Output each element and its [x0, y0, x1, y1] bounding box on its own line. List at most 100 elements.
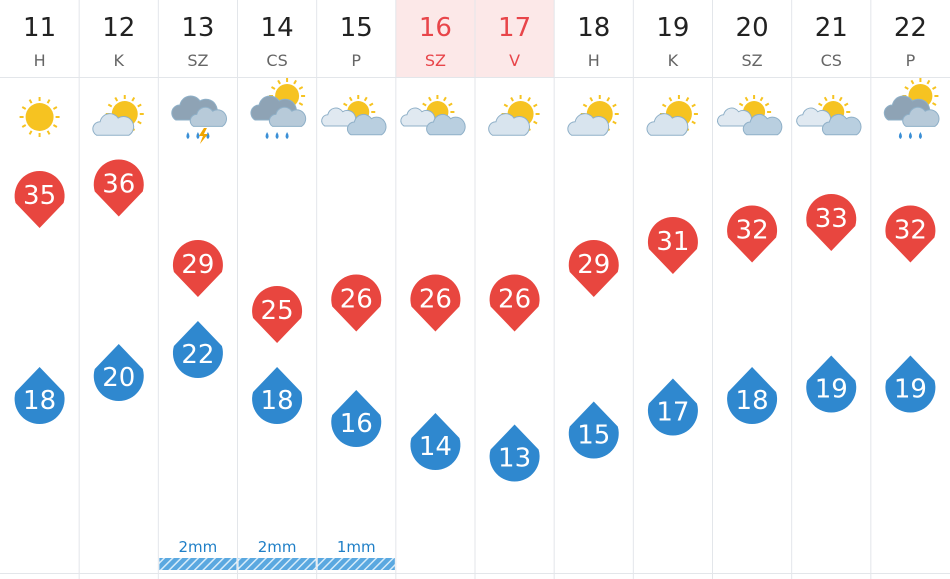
low-drop: [172, 321, 223, 378]
sun-ray: [932, 86, 937, 90]
sun-ray: [348, 96, 353, 102]
weather-icon: [567, 95, 619, 136]
sun-ray: [369, 102, 374, 107]
weather-icon: [796, 95, 862, 136]
low-temp: 16: [340, 409, 373, 439]
weekday: CS: [266, 51, 287, 70]
high-pin: [727, 205, 778, 263]
weather-icon: [92, 95, 144, 136]
sun-ray: [589, 97, 594, 102]
sun-ray: [844, 102, 849, 107]
low-temp: 13: [498, 444, 531, 474]
high-pin: [489, 274, 540, 332]
rain-drop: [898, 132, 902, 139]
sun-ray: [131, 97, 136, 102]
sun-ray: [137, 120, 142, 125]
day-number: 19: [656, 13, 689, 43]
rain-drop: [196, 132, 200, 139]
day-number: 16: [419, 13, 452, 43]
sun-ray: [270, 86, 276, 90]
sun-ray: [606, 97, 611, 102]
weather-icon: [646, 95, 698, 136]
sun-ray: [904, 86, 909, 90]
sun-ray: [422, 102, 427, 107]
high-temp: 26: [340, 285, 373, 315]
weather-icon: [250, 78, 307, 139]
day-number: 15: [340, 13, 373, 43]
day-number: 21: [815, 13, 848, 43]
high-temp: 32: [736, 216, 769, 246]
weekend-header: [395, 0, 475, 77]
cloud: [268, 106, 307, 127]
rain-drop: [265, 132, 269, 139]
weekday: H: [34, 51, 46, 70]
day-number: 13: [181, 13, 214, 43]
sun-ray: [691, 120, 696, 125]
low-drop: [727, 367, 778, 424]
precip-bar: [238, 558, 316, 570]
sun-ray: [448, 102, 453, 107]
sun-ray: [277, 79, 281, 85]
rain-drop: [206, 132, 210, 139]
weekday: SZ: [425, 51, 446, 70]
sun-ray: [28, 130, 33, 135]
cloud: [902, 106, 940, 127]
low-temp: 15: [577, 421, 610, 451]
sun-ray: [298, 102, 304, 106]
sun-ray: [52, 124, 58, 128]
weather-icon: [19, 97, 60, 137]
high-temp: 26: [419, 285, 452, 315]
low-drop: [885, 355, 936, 413]
high-pin: [647, 217, 698, 274]
day-number: 17: [498, 13, 531, 43]
sun-ray: [661, 103, 667, 108]
rain-drop: [285, 132, 289, 139]
high-pin: [568, 240, 619, 297]
sun-ray: [764, 102, 770, 107]
lightning: [198, 128, 208, 144]
low-temp: 22: [181, 340, 214, 370]
weekday: K: [668, 51, 679, 70]
high-pin: [806, 193, 857, 251]
weekday: CS: [821, 51, 842, 70]
weekday: SZ: [742, 51, 763, 70]
high-pin: [93, 159, 144, 217]
sun-ray: [823, 96, 828, 102]
cloud: [189, 106, 227, 127]
sun-ray: [527, 97, 531, 102]
cloud: [92, 113, 135, 136]
day-number: 18: [577, 13, 610, 43]
high-pin: [331, 274, 382, 332]
high-temp: 36: [102, 170, 135, 200]
sun-ray: [28, 99, 33, 104]
low-temp: 18: [23, 386, 56, 416]
sun-ray: [533, 120, 538, 125]
sun-ray: [293, 79, 297, 85]
low-drop: [252, 367, 303, 424]
sun-ray: [612, 103, 617, 108]
day-number: 11: [23, 13, 56, 43]
day-number: 12: [102, 13, 135, 43]
sun-ray: [612, 120, 617, 125]
precipitation: 1mm: [337, 538, 376, 556]
sun-ray: [363, 96, 368, 102]
weekend-header: [475, 0, 555, 77]
low-temp: 14: [419, 432, 452, 462]
sun-ray: [137, 103, 142, 108]
sun-ray: [114, 97, 119, 102]
sun-ray: [428, 96, 432, 102]
high-pin: [252, 286, 303, 343]
sun-ray: [744, 96, 749, 102]
sun-ray: [46, 99, 51, 104]
high-pin: [885, 205, 936, 263]
low-drop: [647, 378, 698, 436]
low-drop: [410, 413, 461, 471]
cloud: [646, 113, 689, 136]
precip-bar: [159, 558, 237, 570]
day-number: 20: [736, 13, 769, 43]
weekday: P: [906, 51, 916, 70]
weekday: SZ: [187, 51, 208, 70]
rain-drop: [186, 132, 190, 139]
sun-ray: [910, 79, 915, 85]
